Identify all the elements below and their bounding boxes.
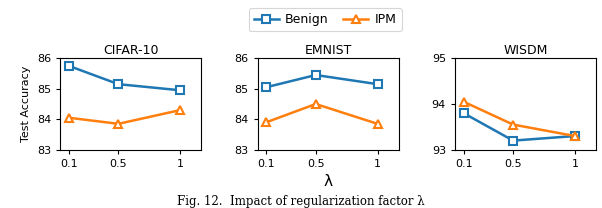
Text: Fig. 12.  Impact of regularization factor λ: Fig. 12. Impact of regularization factor…	[177, 195, 425, 208]
Legend: Benign, IPM: Benign, IPM	[249, 8, 402, 31]
Title: CIFAR-10: CIFAR-10	[103, 44, 158, 57]
X-axis label: λ: λ	[324, 174, 332, 189]
Title: EMNIST: EMNIST	[305, 44, 352, 57]
Title: WISDM: WISDM	[503, 44, 548, 57]
Y-axis label: Test Accuracy: Test Accuracy	[21, 66, 31, 142]
